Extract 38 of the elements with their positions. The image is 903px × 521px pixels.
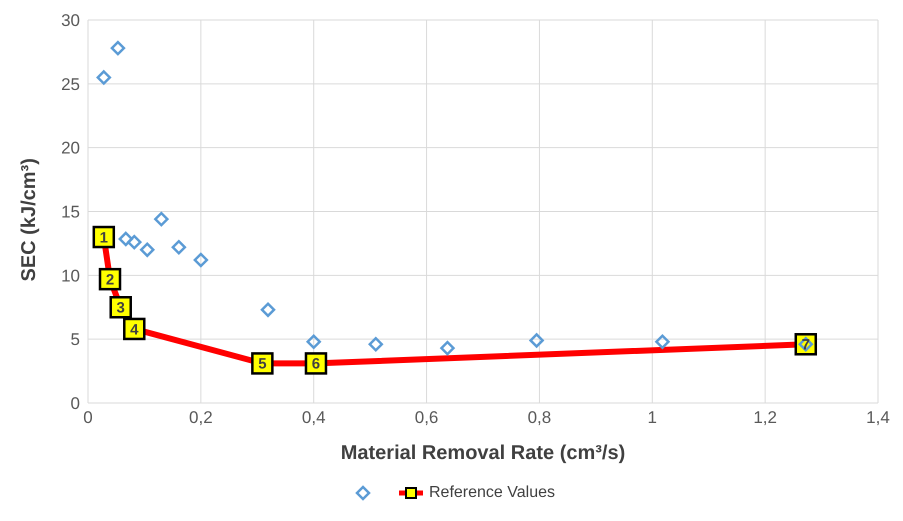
y-tick-label: 20 xyxy=(61,138,80,158)
point xyxy=(529,333,544,348)
point xyxy=(96,70,112,85)
x-tick-label: 1,4 xyxy=(866,408,890,428)
x-tick-label: 0,2 xyxy=(189,408,213,428)
point xyxy=(154,212,169,226)
point xyxy=(118,232,134,246)
annotation: 3 xyxy=(116,300,125,317)
x-tick-label: 1 xyxy=(648,408,658,428)
point xyxy=(140,242,154,258)
legend-label: Reference Values xyxy=(429,484,555,502)
x-tick-label: 0,8 xyxy=(528,408,552,428)
annotation: 1 xyxy=(100,229,108,246)
annotation: 6 xyxy=(312,356,320,373)
point xyxy=(110,40,126,56)
point xyxy=(655,334,670,349)
x-tick-label: 0,4 xyxy=(302,408,326,428)
x-tick-label: 0,6 xyxy=(414,408,438,428)
y-tick-label: 0 xyxy=(70,394,80,414)
point xyxy=(306,334,321,349)
y-tick-label: 10 xyxy=(61,266,80,286)
point xyxy=(260,302,276,318)
point xyxy=(368,337,384,352)
point xyxy=(127,234,142,250)
y-tick-label: 30 xyxy=(61,11,80,30)
x-axis-title: Material Removal Rate (cm³/s) xyxy=(340,442,626,464)
y-tick-label: 25 xyxy=(61,74,80,94)
point xyxy=(194,252,208,268)
point xyxy=(440,340,455,356)
x-tick-label: 1,2 xyxy=(753,408,777,428)
annotation: 4 xyxy=(130,321,140,338)
y-axis-title: SEC (kJ/cm³) xyxy=(18,158,40,282)
annotation: 5 xyxy=(258,356,267,373)
y-tick-label: 15 xyxy=(61,202,80,222)
y-tick-label: 5 xyxy=(70,330,80,350)
x-tick-label: 0 xyxy=(83,408,93,428)
annotation: 2 xyxy=(106,271,114,288)
point xyxy=(172,240,186,254)
